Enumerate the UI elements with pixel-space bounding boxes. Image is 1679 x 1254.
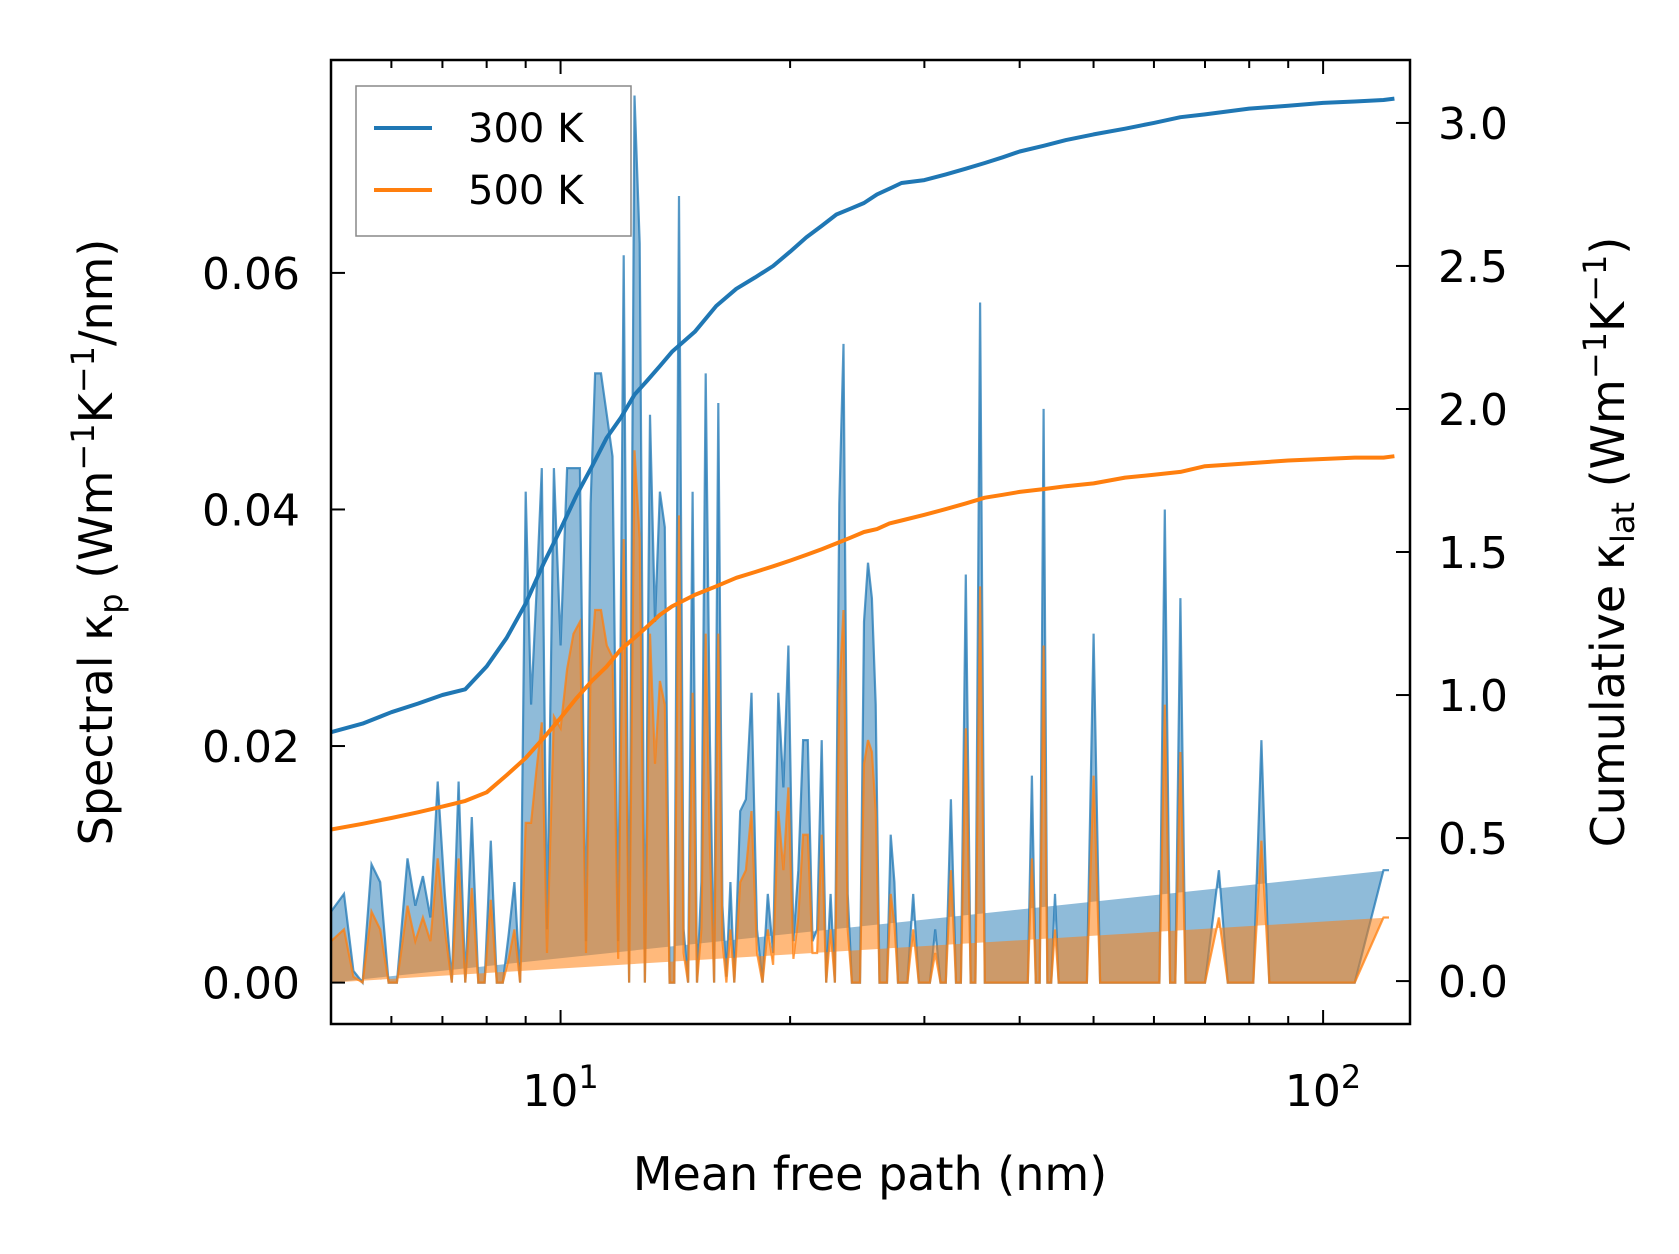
left-y-label-exp2: −1: [64, 346, 102, 393]
right-y-label-prefix: Cumulative κ: [1581, 543, 1635, 847]
left-y-tick-label: 0.02: [202, 722, 300, 773]
right-y-tick-label: 0.5: [1438, 814, 1508, 865]
left-y-tick-label: 0.06: [202, 249, 300, 300]
right-y-tick-label: 3.0: [1438, 99, 1508, 150]
right-y-label-mid: K: [1581, 300, 1635, 332]
right-y-tick-label: 2.5: [1438, 242, 1508, 293]
legend-frame: [355, 85, 632, 237]
right-y-label-units: (Wm: [1581, 379, 1635, 502]
left-y-label-prefix: Spectral κ: [69, 614, 123, 846]
legend: 300 K 500 K: [355, 85, 632, 237]
right-y-tick-label: 1.0: [1438, 671, 1508, 722]
right-y-label-exp2: −1: [1576, 255, 1614, 302]
spectral-area-500k: [331, 450, 1389, 983]
left-y-label-mid: K: [69, 391, 123, 423]
cumulative-line-500k: [331, 454, 1395, 832]
left-y-label-tail: /nm): [69, 239, 123, 346]
left-y-label-sub: p: [92, 593, 130, 613]
plot-frame: [329, 58, 1412, 1026]
spectral-line-500k: [331, 450, 1389, 985]
cumulative-line-300k: [331, 96, 1395, 735]
legend-label-500k: 500 K: [468, 168, 585, 214]
left-y-label-units: (Wm: [69, 471, 123, 594]
left-y-axis-label: Spectral κp (Wm−1K−1/nm): [64, 239, 130, 846]
right-y-tick-label: 1.5: [1438, 528, 1508, 579]
legend-label-300k: 300 K: [468, 106, 585, 152]
cumulative-line-layer: [331, 96, 1395, 832]
right-y-axis-label: Cumulative κlat (Wm−1K−1): [1576, 237, 1642, 848]
x-tick-label: 101: [522, 1058, 598, 1117]
spectral-fill-layer: [331, 95, 1389, 986]
right-y-label-tail: ): [1581, 237, 1635, 255]
right-y-label-exp1: −1: [1576, 332, 1614, 379]
x-tick-label: 102: [1285, 1058, 1361, 1117]
right-y-tick-label: 2.0: [1438, 385, 1508, 436]
x-axis-label: Mean free path (nm): [633, 1147, 1107, 1201]
right-y-label-sub: lat: [1604, 502, 1642, 543]
left-y-label-exp1: −1: [64, 423, 102, 470]
left-y-tick-label: 0.00: [202, 959, 300, 1010]
right-y-tick-label: 0.0: [1438, 957, 1508, 1008]
left-y-tick-label: 0.04: [202, 485, 300, 536]
